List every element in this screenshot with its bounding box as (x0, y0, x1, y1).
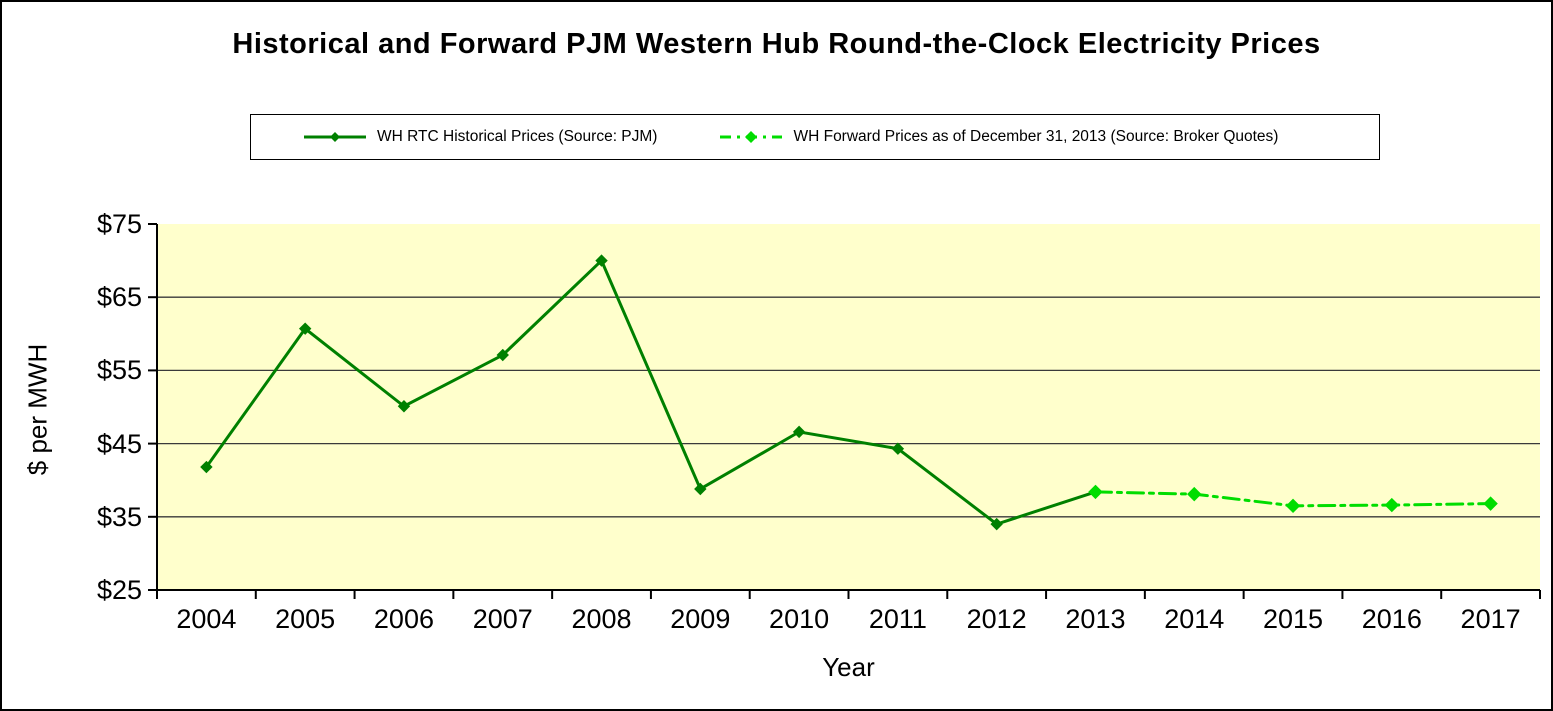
x-axis-tick-label: 2006 (373, 604, 434, 634)
series-0-marker-2009 (694, 482, 707, 496)
series-0-marker-2011 (891, 442, 905, 455)
legend-label-forward: WH Forward Prices as of December 31, 201… (793, 128, 1279, 145)
series-1-marker-2017 (1483, 496, 1498, 511)
x-axis-title: Year (822, 652, 875, 682)
y-axis-tick-label: $45 (96, 428, 142, 459)
x-axis-tick-label: 2013 (1065, 604, 1126, 634)
series-0-marker-2004 (200, 460, 213, 474)
y-axis-tick-label: $55 (96, 355, 142, 386)
legend-box: WH RTC Historical Prices (Source: PJM) W… (250, 114, 1380, 160)
series-1-marker-2016 (1384, 497, 1400, 513)
series-0-marker-2006 (397, 400, 411, 413)
forward-series-swatch-icon (720, 131, 783, 143)
y-axis-tick-label: $25 (96, 575, 142, 605)
x-axis-tick-label: 2004 (176, 604, 237, 634)
x-axis-tick-label: 2017 (1460, 604, 1521, 634)
y-axis-tick-label: $35 (96, 501, 142, 532)
x-axis-tick-label: 2016 (1361, 604, 1422, 634)
y-axis-tick-label: $65 (96, 282, 142, 313)
series-line-0 (204, 258, 1097, 526)
x-axis-tick-label: 2010 (769, 604, 830, 634)
x-axis-tick-label: 2011 (868, 604, 927, 634)
series-1-marker-2014 (1187, 486, 1202, 502)
x-axis-tick-label: 2007 (472, 604, 533, 634)
series-0-marker-2010 (792, 425, 806, 439)
legend-entry-forward: WH Forward Prices as of December 31, 201… (719, 128, 1278, 146)
legend-entry-historical: WH RTC Historical Prices (Source: PJM) (303, 128, 657, 146)
series-0-marker-2008 (595, 254, 608, 267)
x-axis-tick-label: 2008 (571, 604, 632, 634)
series-0-marker-2005 (298, 322, 312, 335)
plot-area (157, 224, 1540, 590)
x-axis-tick-label: 2009 (670, 604, 731, 634)
series-1-marker-2013 (1088, 484, 1103, 500)
x-axis-tick-label: 2015 (1262, 604, 1324, 634)
y-axis-tick-label: $75 (96, 209, 142, 239)
series-0-marker-2007 (496, 348, 509, 362)
x-axis-tick-label: 2014 (1164, 604, 1225, 634)
series-1-marker-2015 (1285, 498, 1301, 514)
x-axis-tick-label: 2012 (966, 604, 1027, 634)
legend-label-historical: WH RTC Historical Prices (Source: PJM) (377, 128, 658, 145)
chart-title: Historical and Forward PJM Western Hub R… (232, 28, 1321, 60)
y-axis-title: $ per MWH (22, 343, 53, 476)
x-axis-tick-label: 2005 (275, 604, 336, 634)
historical-series-swatch-icon (304, 132, 366, 142)
series-0-marker-2012 (990, 517, 1003, 531)
